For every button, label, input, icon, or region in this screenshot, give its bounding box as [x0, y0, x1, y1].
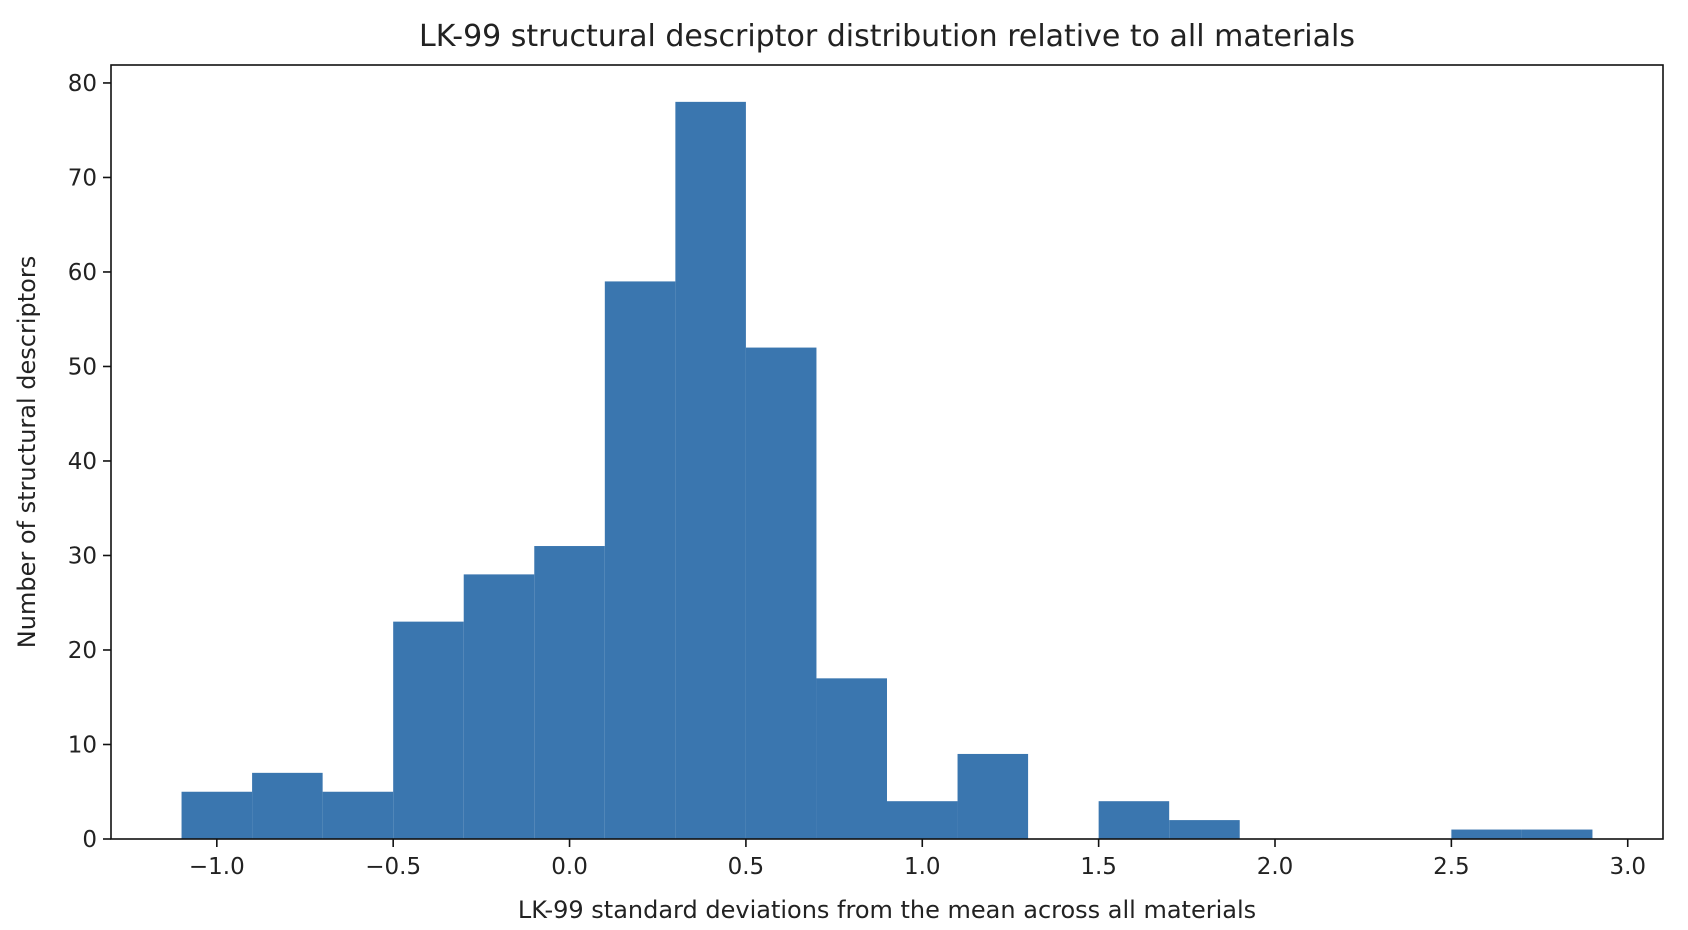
y-tick-label: 50 — [68, 354, 97, 380]
histogram-bar — [745, 347, 817, 839]
histogram-bar — [393, 621, 464, 839]
x-tick-label: −1.0 — [189, 854, 245, 880]
x-tick-label: −0.5 — [365, 854, 421, 880]
histogram-bar — [1169, 820, 1240, 839]
y-axis: 0 10 20 30 40 50 60 70 80 — [68, 71, 111, 853]
axes-frame — [110, 64, 1664, 840]
histogram-bar — [887, 801, 958, 839]
x-tick-label: 0.0 — [551, 854, 588, 880]
x-tick-label: 2.5 — [1433, 854, 1470, 880]
histogram-bar — [604, 281, 676, 839]
histogram-bar — [252, 772, 323, 839]
histogram-bar — [1451, 829, 1522, 839]
histogram-bar — [534, 546, 605, 839]
histogram-bar — [322, 791, 394, 839]
y-tick-label: 80 — [68, 71, 97, 97]
x-tick-label: 1.5 — [1080, 854, 1117, 880]
histogram-bar — [463, 574, 535, 839]
y-axis-label: Number of structural descriptors — [13, 256, 41, 648]
chart-title: LK-99 structural descriptor distribution… — [419, 19, 1355, 54]
y-tick-label: 20 — [68, 638, 97, 664]
bars — [181, 101, 1593, 840]
y-tick-label: 30 — [68, 543, 97, 569]
histogram-bar — [1521, 829, 1593, 839]
x-axis-label: LK-99 standard deviations from the mean … — [518, 896, 1256, 924]
x-tick-label: 1.0 — [904, 854, 941, 880]
x-tick-label: 3.0 — [1609, 854, 1646, 880]
y-tick-label: 10 — [68, 732, 97, 758]
histogram-bar — [957, 753, 1029, 839]
y-tick-label: 40 — [68, 449, 97, 475]
x-axis: −1.0 −0.5 0.0 0.5 1.0 1.5 2.0 2.5 3.0 — [189, 839, 1646, 880]
x-tick-label: 0.5 — [728, 854, 765, 880]
histogram-bar — [675, 101, 746, 840]
histogram-bar — [1098, 801, 1170, 839]
y-tick-label: 0 — [82, 827, 97, 853]
histogram-bar — [181, 791, 253, 839]
y-tick-label: 70 — [68, 165, 97, 191]
x-tick-label: 2.0 — [1257, 854, 1294, 880]
histogram-bar — [816, 678, 887, 839]
y-tick-label: 60 — [68, 260, 97, 286]
